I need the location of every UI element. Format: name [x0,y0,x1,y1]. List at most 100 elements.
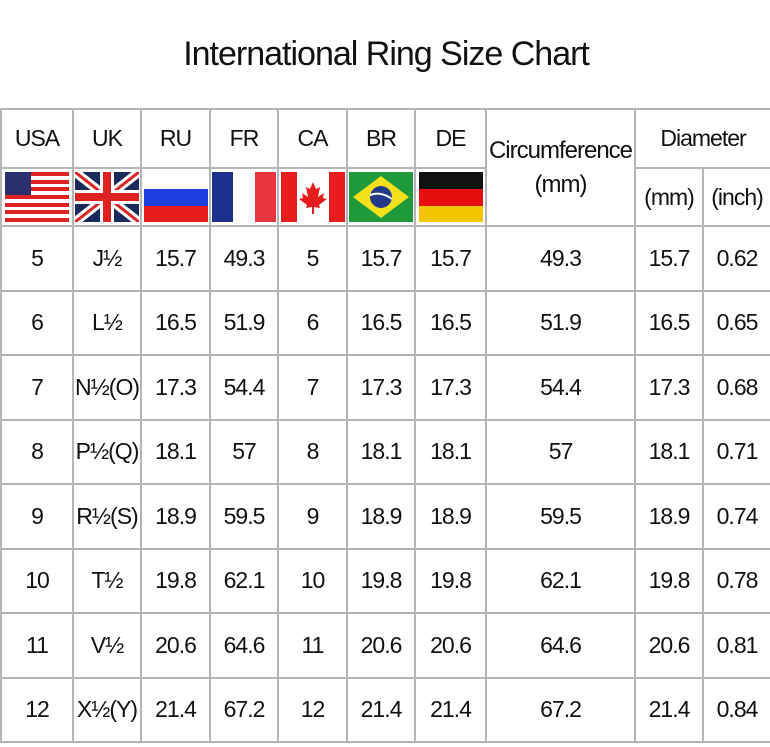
cell-usa: 11 [0,612,74,679]
cell-ru: 15.7 [140,225,211,292]
header-uk: UK [72,108,142,169]
cell-br: 15.7 [346,225,416,292]
header-ca: CA [277,108,348,169]
cell-de: 18.9 [414,483,487,550]
russia-flag-icon [143,172,208,222]
cell-ca: 10 [277,547,348,614]
cell-de: 18.1 [414,418,487,485]
france-flag-icon [212,172,276,222]
cell-ru: 18.1 [140,418,211,485]
cell-usa: 9 [0,483,74,550]
cell-circumference-mm: 49.3 [485,225,636,292]
cell-circumference-mm: 54.4 [485,354,636,421]
cell-diameter-inch: 0.74 [701,483,770,550]
cell-br: 17.3 [346,354,416,421]
cell-diameter-mm: 18.1 [634,418,704,485]
table-row: 7 N½(O) 17.3 54.4 7 17.3 17.3 54.4 17.3 0.68 [0,354,770,421]
cell-circumference-mm: 62.1 [485,547,636,614]
table-row: 8 P½(Q) 18.1 57 8 18.1 18.1 57 18.1 0.71 [0,418,770,485]
cell-diameter-inch: 0.65 [701,289,770,356]
cell-circumference-mm: 57 [485,418,636,485]
cell-circumference-mm: 64.6 [485,612,636,679]
cell-uk: L½ [72,289,142,356]
cell-diameter-inch: 0.68 [701,354,770,421]
germany-flag-cell [414,167,487,227]
cell-ru: 16.5 [140,289,211,356]
cell-uk: X½(Y) [72,676,142,743]
diameter-inch-header: (inch) [701,167,770,227]
table-row: 10 T½ 19.8 62.1 10 19.8 19.8 62.1 19.8 0.78 [0,547,770,614]
cell-uk: J½ [72,225,142,292]
cell-usa: 7 [0,354,74,421]
canada-flag-icon [280,172,345,222]
table-row: 11 V½ 20.6 64.6 11 20.6 20.6 64.6 20.6 0.81 [0,612,770,679]
cell-ca: 5 [277,225,348,292]
brazil-flag-icon [349,172,413,222]
table-row: 6 L½ 16.5 51.9 6 16.5 16.5 51.9 16.5 0.65 [0,289,770,356]
header-ru: RU [140,108,211,169]
circumference-unit: (mm) [534,170,588,198]
cell-ca: 11 [277,612,348,679]
cell-fr: 54.4 [209,354,279,421]
us-flag-cell [0,167,74,227]
cell-diameter-mm: 17.3 [634,354,704,421]
cell-br: 18.1 [346,418,416,485]
russia-flag-cell [140,167,211,227]
header-de: DE [414,108,487,169]
cell-br: 19.8 [346,547,416,614]
cell-ca: 6 [277,289,348,356]
cell-de: 20.6 [414,612,487,679]
cell-br: 16.5 [346,289,416,356]
brazil-flag-cell [346,167,416,227]
cell-fr: 59.5 [209,483,279,550]
cell-circumference-mm: 67.2 [485,676,636,743]
cell-diameter-mm: 20.6 [634,612,704,679]
cell-ca: 12 [277,676,348,743]
uk-flag-cell [72,167,142,227]
table-row: 9 R½(S) 18.9 59.5 9 18.9 18.9 59.5 18.9 0.74 [0,483,770,550]
uk-flag-icon [75,172,139,222]
cell-ca: 9 [277,483,348,550]
table-row: 5 J½ 15.7 49.3 5 15.7 15.7 49.3 15.7 0.62 [0,225,770,292]
cell-de: 19.8 [414,547,487,614]
cell-fr: 62.1 [209,547,279,614]
header-fr: FR [209,108,279,169]
cell-de: 17.3 [414,354,487,421]
cell-diameter-mm: 19.8 [634,547,704,614]
chart-title: International Ring Size Chart [1,0,770,110]
cell-fr: 51.9 [209,289,279,356]
cell-usa: 8 [0,418,74,485]
diameter-mm-header: (mm) [634,167,704,227]
table-row: 12 X½(Y) 21.4 67.2 12 21.4 21.4 67.2 21.4 0.84 [0,676,770,743]
cell-usa: 10 [0,547,74,614]
cell-diameter-mm: 16.5 [634,289,704,356]
cell-circumference-mm: 59.5 [485,483,636,550]
cell-uk: V½ [72,612,142,679]
cell-circumference-mm: 51.9 [485,289,636,356]
cell-de: 21.4 [414,676,487,743]
cell-ca: 8 [277,418,348,485]
header-br: BR [346,108,416,169]
cell-diameter-inch: 0.71 [701,418,770,485]
circumference-label: Circumference [488,136,633,164]
cell-ca: 7 [277,354,348,421]
us-flag-icon [5,172,69,222]
cell-br: 18.9 [346,483,416,550]
cell-ru: 18.9 [140,483,211,550]
cell-diameter-inch: 0.62 [701,225,770,292]
cell-br: 20.6 [346,612,416,679]
cell-ru: 20.6 [140,612,211,679]
cell-usa: 12 [0,676,74,743]
cell-usa: 5 [0,225,74,292]
cell-diameter-inch: 0.81 [701,612,770,679]
cell-diameter-mm: 18.9 [634,483,704,550]
cell-fr: 57 [209,418,279,485]
germany-flag-icon [418,172,483,222]
cell-uk: R½(S) [72,483,142,550]
cell-fr: 67.2 [209,676,279,743]
cell-diameter-inch: 0.84 [701,676,770,743]
cell-de: 16.5 [414,289,487,356]
cell-uk: T½ [72,547,142,614]
cell-usa: 6 [0,289,74,356]
